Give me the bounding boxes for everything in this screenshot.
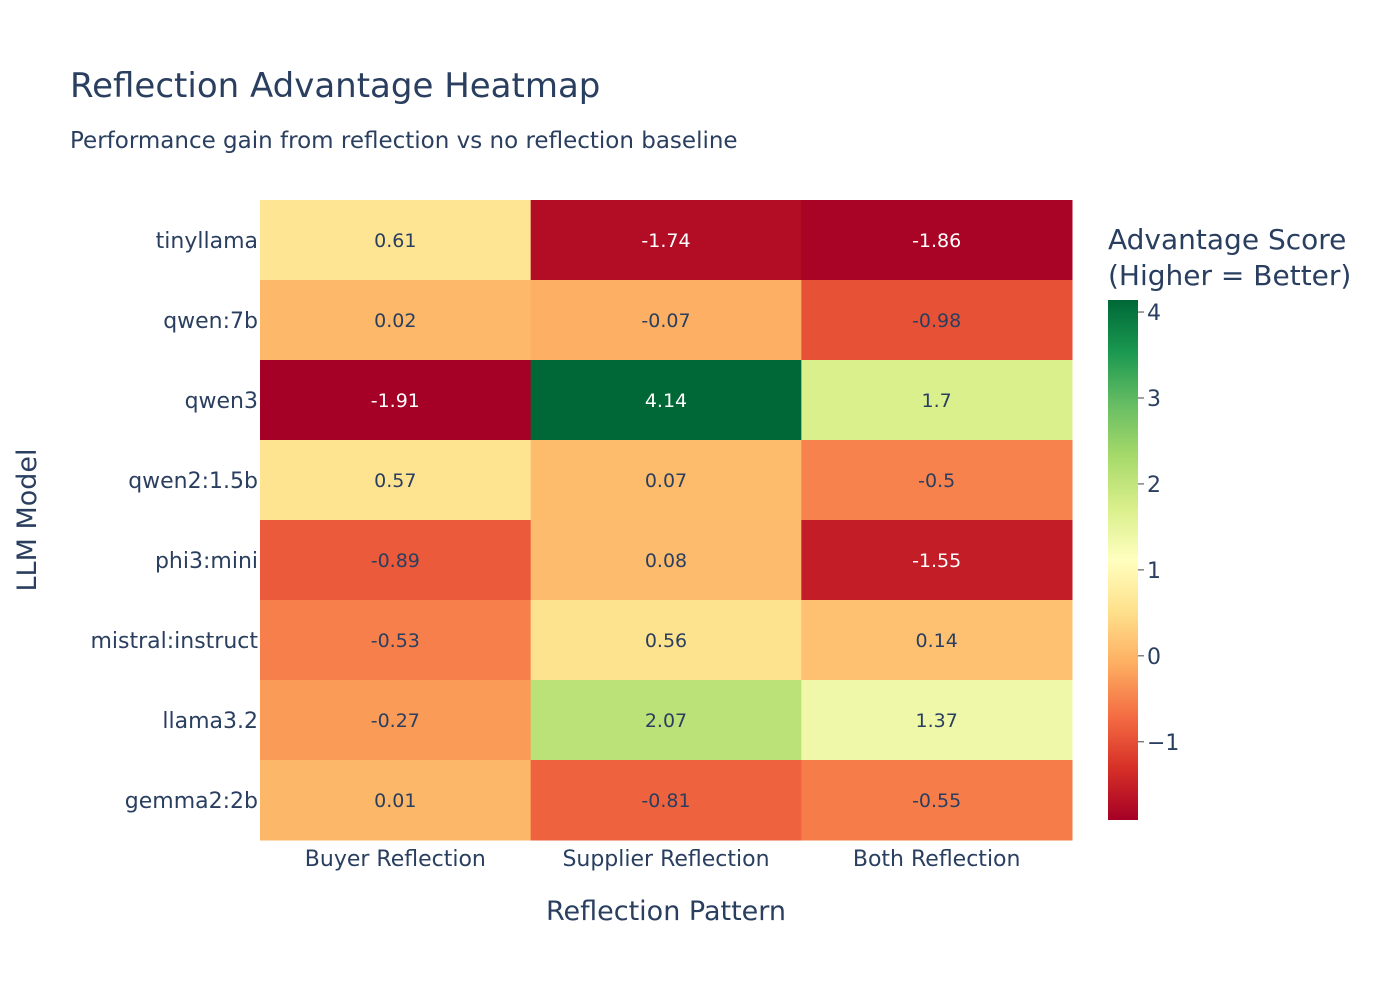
heatmap-cell bbox=[530, 600, 802, 681]
x-tick-label: Supplier Reflection bbox=[562, 847, 769, 872]
colorbar bbox=[1108, 300, 1138, 820]
cell-value-label: 1.37 bbox=[916, 710, 958, 732]
colorbar-tick-label: 2 bbox=[1147, 473, 1161, 498]
cell-value-label: 2.07 bbox=[645, 710, 687, 732]
cell-value-labels: 0.61 -1.74 -1.86 0.02 -0.07 -0.98 -1.91 4.14 1.7… bbox=[371, 230, 962, 812]
colorbar-tick-label: 3 bbox=[1147, 387, 1161, 412]
x-tick-label: Both Reflection bbox=[853, 847, 1021, 872]
heatmap-cells bbox=[260, 200, 1073, 841]
cell-value-label: -1.74 bbox=[641, 230, 690, 252]
y-tick-label: llama3.2 bbox=[162, 709, 258, 734]
cell-value-label: -0.81 bbox=[641, 790, 690, 812]
y-axis-tick-labels: tinyllama qwen:7b qwen3 qwen2:1.5b phi3:mini… bbox=[90, 229, 258, 814]
cell-value-label: 0.02 bbox=[374, 310, 416, 332]
y-tick-label: qwen2:1.5b bbox=[128, 469, 258, 494]
cell-value-label: -1.86 bbox=[912, 230, 961, 252]
colorbar-title-line2: (Higher = Better) bbox=[1108, 259, 1352, 292]
cell-value-label: -0.53 bbox=[371, 630, 420, 652]
heatmap-cell bbox=[801, 360, 1073, 441]
heatmap-cell bbox=[530, 680, 802, 761]
cell-value-label: -0.89 bbox=[371, 550, 420, 572]
cell-value-label: 0.14 bbox=[916, 630, 958, 652]
heatmap-cell bbox=[801, 200, 1073, 281]
heatmap-cell bbox=[801, 280, 1073, 361]
colorbar-title-line1: Advantage Score bbox=[1108, 223, 1347, 256]
heatmap-cell bbox=[260, 520, 532, 601]
cell-value-label: -1.91 bbox=[371, 390, 420, 412]
colorbar-tick-label: −1 bbox=[1147, 731, 1179, 756]
heatmap-cell bbox=[260, 440, 532, 521]
heatmap-cell bbox=[530, 440, 802, 521]
heatmap-cell bbox=[801, 680, 1073, 761]
cell-value-label: -0.55 bbox=[912, 790, 961, 812]
cell-value-label: 0.07 bbox=[645, 470, 687, 492]
y-tick-label: gemma2:2b bbox=[125, 789, 258, 814]
y-tick-label: phi3:mini bbox=[155, 549, 258, 574]
cell-value-label: 0.01 bbox=[374, 790, 416, 812]
cell-value-label: 0.61 bbox=[374, 230, 416, 252]
cell-value-label: -0.5 bbox=[918, 470, 955, 492]
y-tick-label: mistral:instruct bbox=[90, 629, 258, 654]
cell-value-label: 0.56 bbox=[645, 630, 687, 652]
x-tick-label: Buyer Reflection bbox=[305, 847, 486, 872]
colorbar-title: Advantage Score (Higher = Better) bbox=[1108, 222, 1351, 294]
heatmap-cell bbox=[260, 760, 532, 841]
colorbar-ticks: −1 0 1 2 3 4 bbox=[1138, 301, 1179, 756]
cell-value-label: 1.7 bbox=[922, 390, 952, 412]
cell-value-label: 0.57 bbox=[374, 470, 416, 492]
y-tick-label: tinyllama bbox=[156, 229, 258, 254]
colorbar-tick-label: 4 bbox=[1147, 301, 1161, 326]
y-tick-label: qwen:7b bbox=[163, 309, 258, 334]
cell-value-label: -0.07 bbox=[641, 310, 690, 332]
heatmap-cell bbox=[530, 760, 802, 841]
y-tick-label: qwen3 bbox=[185, 389, 258, 414]
heatmap-cell bbox=[530, 360, 802, 441]
colorbar-tick-label: 1 bbox=[1147, 559, 1161, 584]
heatmap-cell bbox=[530, 280, 802, 361]
chart-title: Reflection Advantage Heatmap bbox=[70, 66, 601, 106]
heatmap-cell bbox=[260, 280, 532, 361]
heatmap-cell bbox=[530, 200, 802, 281]
heatmap-cell bbox=[260, 360, 532, 441]
cell-value-label: -0.27 bbox=[371, 710, 420, 732]
heatmap-cell bbox=[801, 520, 1073, 601]
cell-value-label: 0.08 bbox=[645, 550, 687, 572]
heatmap-cell bbox=[801, 600, 1073, 681]
heatmap-cell bbox=[801, 440, 1073, 521]
x-axis-tick-labels: Buyer Reflection Supplier Reflection Both … bbox=[305, 847, 1021, 872]
chart-subtitle: Performance gain from reflection vs no r… bbox=[70, 128, 738, 154]
heatmap-cell bbox=[260, 200, 532, 281]
heatmap-cell bbox=[260, 680, 532, 761]
heatmap-cell bbox=[260, 600, 532, 681]
cell-value-label: 4.14 bbox=[645, 390, 687, 412]
cell-value-label: -0.98 bbox=[912, 310, 961, 332]
heatmap-cell bbox=[530, 520, 802, 601]
colorbar-tick-label: 0 bbox=[1147, 645, 1161, 670]
y-axis-title: LLM Model bbox=[12, 448, 43, 591]
cell-value-label: -1.55 bbox=[912, 550, 961, 572]
x-axis-title: Reflection Pattern bbox=[546, 896, 786, 927]
heatmap-cell bbox=[801, 760, 1073, 841]
